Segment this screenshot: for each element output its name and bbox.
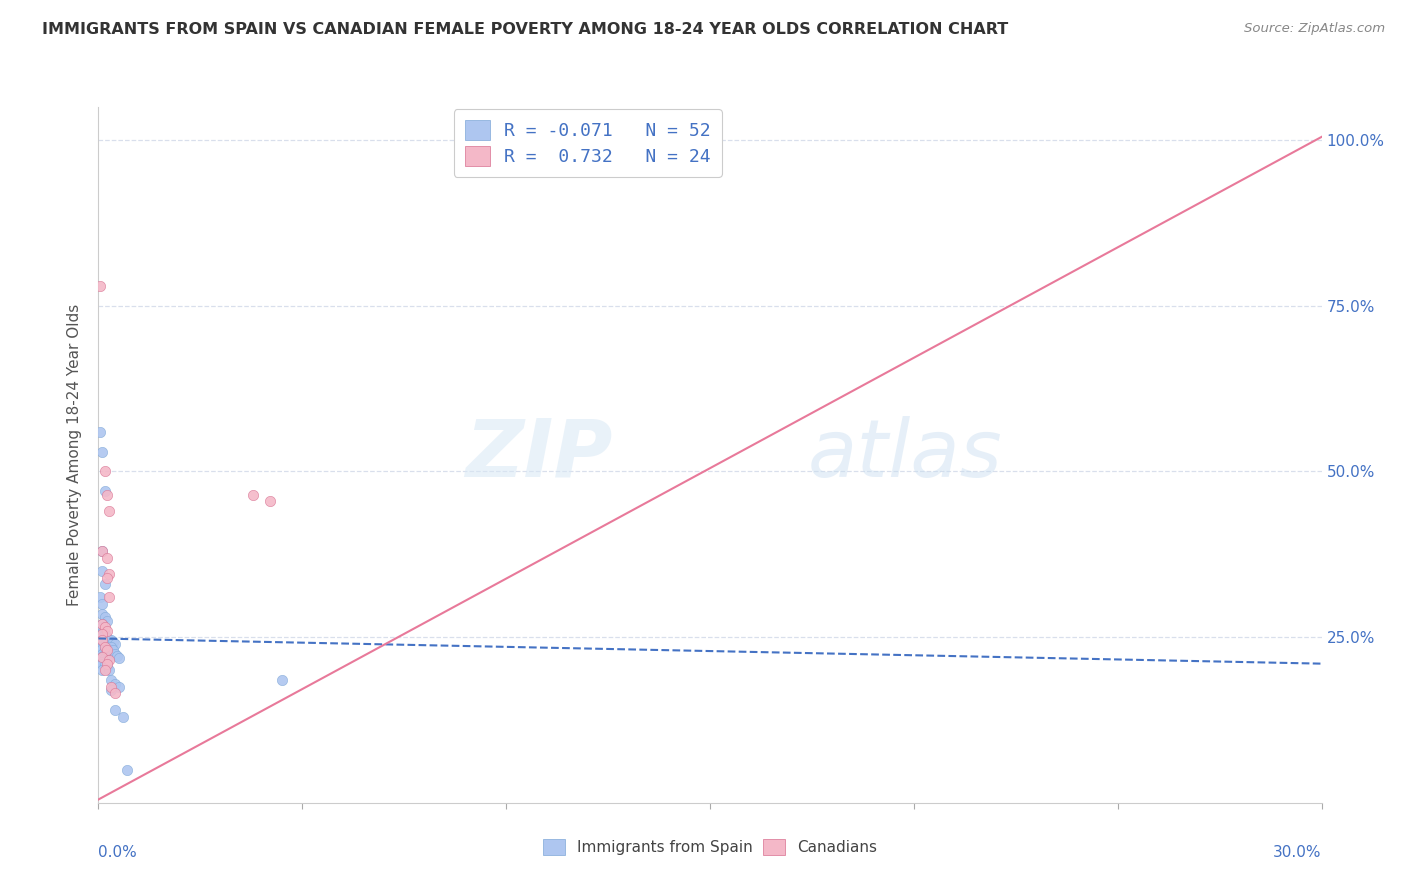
Point — [101, 635, 124, 649]
Point — [90, 657, 112, 671]
Point — [91, 616, 114, 631]
Point — [104, 676, 127, 690]
Point — [91, 444, 114, 458]
Point — [93, 640, 115, 654]
Point — [89, 591, 111, 605]
Point — [100, 640, 122, 654]
Point — [101, 643, 124, 657]
Point — [91, 640, 114, 654]
Point — [97, 663, 120, 677]
Point — [108, 680, 131, 694]
Point — [91, 648, 114, 663]
Point — [96, 632, 118, 646]
Point — [91, 544, 114, 558]
Point — [96, 614, 118, 628]
Legend: Immigrants from Spain, Canadians: Immigrants from Spain, Canadians — [537, 833, 883, 862]
Point — [111, 709, 134, 723]
Text: 0.0%: 0.0% — [98, 845, 138, 860]
Point — [97, 633, 120, 648]
Point — [91, 607, 114, 621]
Point — [242, 488, 264, 502]
Point — [90, 597, 112, 611]
Point — [91, 663, 114, 677]
Point — [93, 610, 115, 624]
Point — [96, 550, 118, 565]
Point — [90, 642, 112, 657]
Point — [96, 570, 118, 584]
Point — [270, 673, 294, 688]
Point — [93, 627, 115, 641]
Point — [90, 650, 112, 665]
Point — [104, 637, 127, 651]
Point — [90, 620, 112, 634]
Point — [97, 567, 120, 582]
Point — [259, 494, 281, 508]
Point — [91, 616, 114, 631]
Point — [90, 627, 112, 641]
Text: ZIP: ZIP — [465, 416, 612, 494]
Point — [96, 657, 118, 671]
Text: IMMIGRANTS FROM SPAIN VS CANADIAN FEMALE POVERTY AMONG 18-24 YEAR OLDS CORRELATI: IMMIGRANTS FROM SPAIN VS CANADIAN FEMALE… — [42, 22, 1008, 37]
Point — [96, 660, 118, 674]
Point — [93, 637, 115, 651]
Point — [93, 651, 115, 665]
Point — [90, 650, 112, 665]
Point — [100, 673, 122, 688]
Point — [93, 484, 115, 499]
Point — [91, 656, 114, 670]
Text: atlas: atlas — [808, 416, 1002, 494]
Point — [93, 620, 115, 634]
Point — [93, 643, 115, 657]
Point — [108, 651, 131, 665]
Point — [93, 657, 115, 672]
Point — [93, 465, 115, 479]
Point — [115, 763, 138, 777]
Point — [91, 624, 114, 638]
Point — [100, 633, 122, 648]
Point — [105, 648, 128, 663]
Point — [91, 647, 114, 661]
Point — [89, 425, 111, 439]
Point — [91, 630, 114, 644]
Point — [96, 643, 118, 657]
Point — [96, 645, 118, 659]
Point — [104, 647, 127, 661]
Point — [91, 635, 114, 649]
Point — [96, 653, 118, 667]
Point — [91, 564, 114, 578]
Point — [89, 279, 111, 293]
Point — [104, 703, 127, 717]
Text: 30.0%: 30.0% — [1274, 845, 1322, 860]
Point — [93, 663, 115, 677]
Point — [96, 488, 118, 502]
Point — [100, 683, 122, 698]
Point — [96, 638, 118, 652]
Point — [96, 624, 118, 638]
Point — [97, 504, 120, 518]
Point — [100, 680, 122, 694]
Point — [97, 591, 120, 605]
Point — [104, 686, 127, 700]
Point — [93, 577, 115, 591]
Y-axis label: Female Poverty Among 18-24 Year Olds: Female Poverty Among 18-24 Year Olds — [67, 304, 83, 606]
Point — [90, 544, 112, 558]
Point — [97, 653, 120, 667]
Point — [91, 633, 114, 648]
Text: Source: ZipAtlas.com: Source: ZipAtlas.com — [1244, 22, 1385, 36]
